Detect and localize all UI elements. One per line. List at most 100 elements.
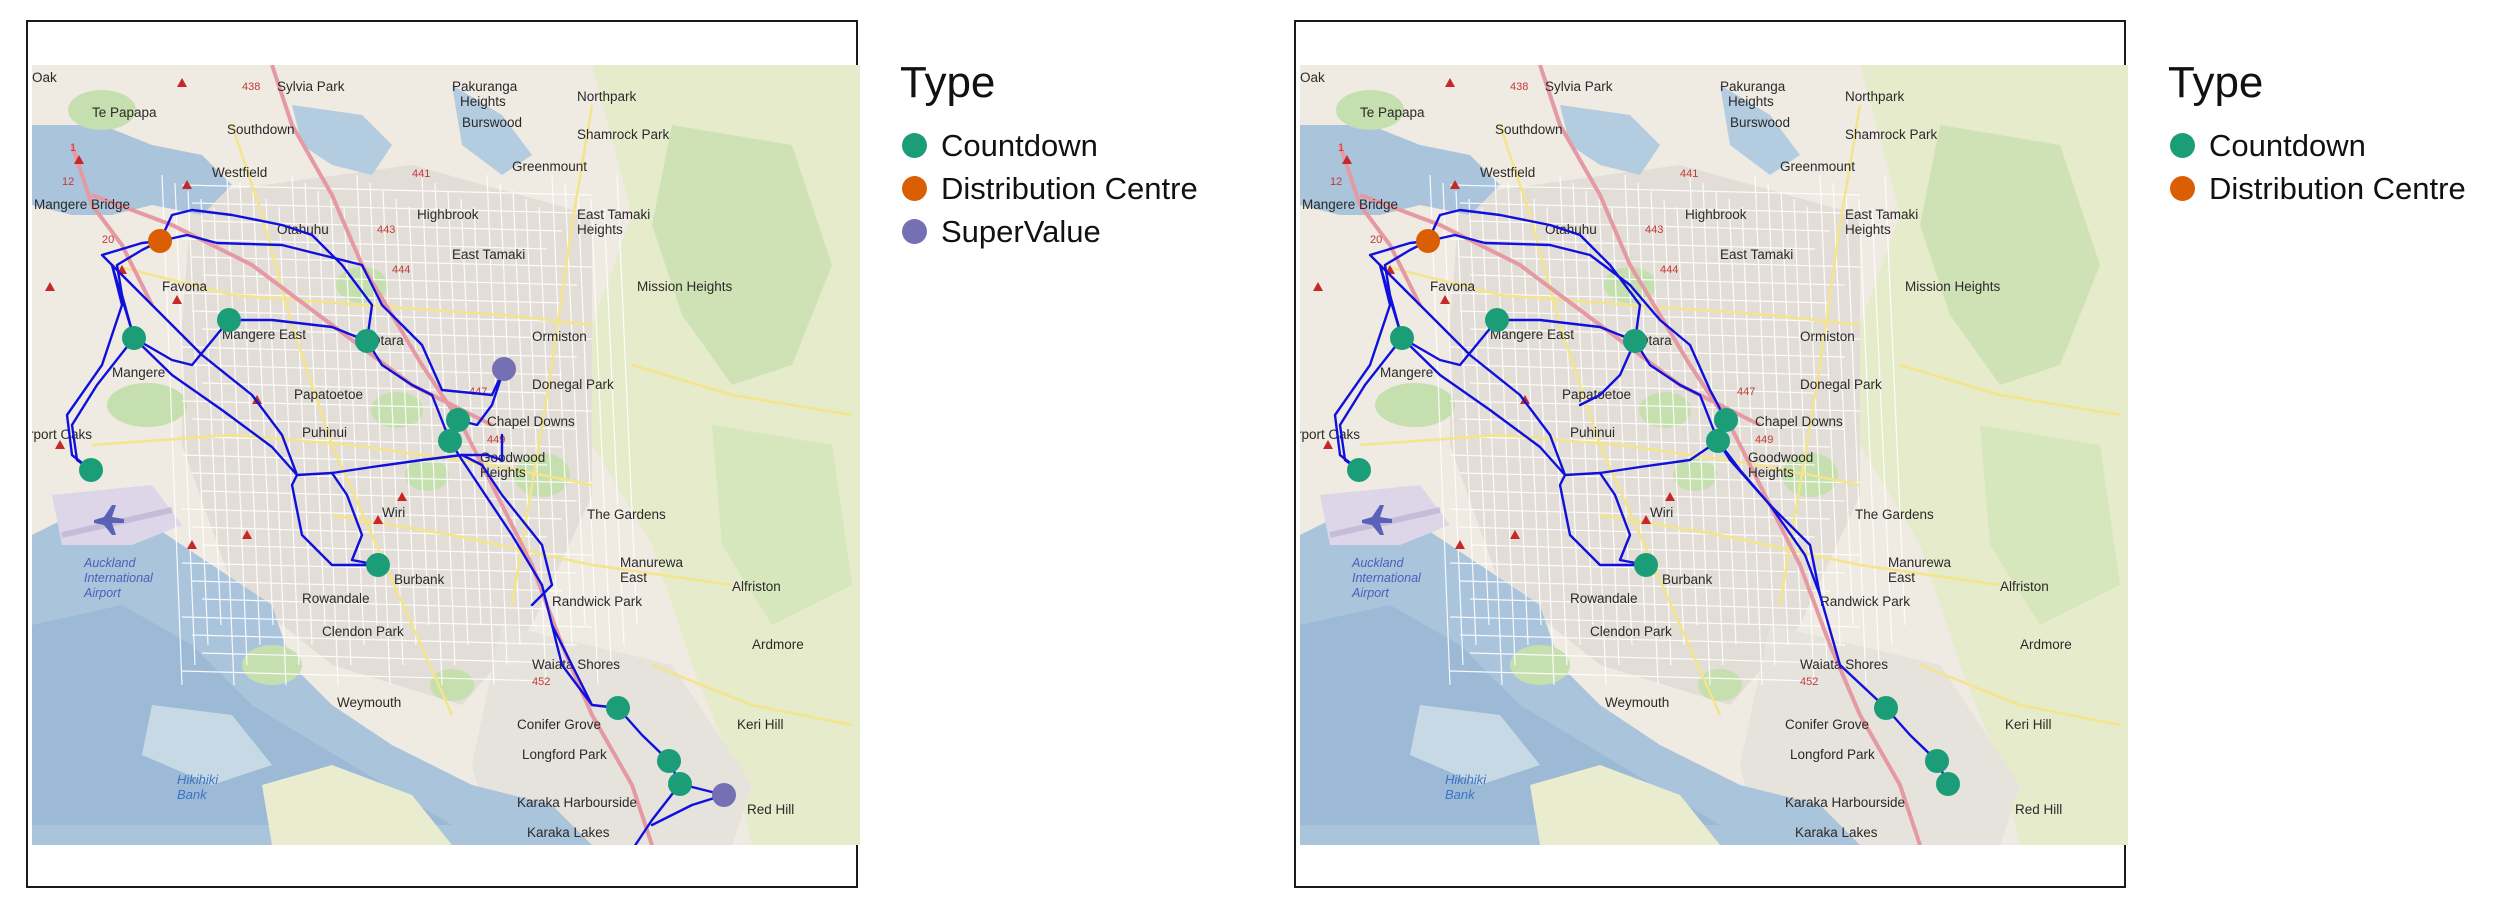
legend-item-supervalue: SuperValue [900,210,1198,253]
store-marker-countdown [1485,308,1509,332]
route-line [227,318,369,343]
school-marker [1510,530,1520,539]
route-line [1383,239,1430,340]
place-label: Sylvia Park [1545,79,1613,94]
place-label: Randwick Park [552,594,642,609]
place-label: Ardmore [752,637,804,652]
place-label: Red Hill [747,802,794,817]
minor-street [174,182,196,666]
arterial-road [1899,363,2121,417]
school-marker [74,155,84,164]
place-label-line: Goodwood [480,450,545,465]
park-area [1673,459,1717,491]
place-label: Longford Park [522,747,607,762]
legend-label-distribution-centre: Distribution Centre [941,170,1198,206]
minor-street [200,198,222,626]
route-line [1633,339,1720,443]
school-marker [1665,492,1675,501]
school-marker [1342,155,1352,164]
store-marker-countdown [217,308,241,332]
arterial-road [1778,104,1862,606]
highway-label: 443 [1645,224,1663,236]
farmland-patch [1980,425,2120,625]
place-label: Alfriston [732,579,781,594]
minor-street [1637,182,1659,686]
place-label: Papatoetoe [294,387,363,402]
minor-street [1442,182,1464,666]
minor-street [191,472,593,484]
route-line [158,208,374,343]
place-label: Puhinui [1570,425,1615,440]
place-label: Mangere Bridge [34,197,130,212]
store-marker-countdown [1390,326,1414,350]
map-panel-right: 438 1 441 443 444 20 447 449 452 12 Sylvia Park Pak… [1268,0,2500,900]
minor-street [1598,198,1620,666]
route-line [1558,473,1648,567]
minor-street [1858,198,1880,666]
place-label: Puhinui [302,425,347,440]
place-label: Otara [1638,333,1672,348]
minor-street [1754,174,1776,666]
tamaki-estuary [1560,105,1660,175]
park-area [1698,669,1742,701]
route-line [1426,233,1728,422]
minor-street [486,174,508,666]
place-label: Randwick Park [1820,594,1910,609]
place-label: Karaka Harbourside [1785,795,1905,810]
minor-street [1459,364,1831,376]
store-marker-dc [148,229,172,253]
store-marker-countdown [1714,408,1738,432]
legend-item-distribution-centre: Distribution Centre [900,167,1198,210]
place-label: Donegal Park [1800,377,1882,392]
legend-key-countdown [2170,133,2195,158]
place-label: Oak [32,70,57,85]
store-marker-countdown [1936,772,1960,796]
place-label-line: Hikihiki [177,772,219,787]
place-label-line: Airport [1351,586,1389,600]
place-label: Clendon Park [322,624,404,639]
highway-label: 12 [62,176,74,188]
place-label: East Tamaki [1720,247,1793,262]
place-label: Karaka Lakes [1795,825,1878,840]
minor-street [181,292,563,304]
legend-label-distribution-centre: Distribution Centre [2209,170,2466,206]
place-label: Otahuhu [1545,222,1597,237]
place-label-line: Goodwood [1748,450,1813,465]
place-label: Alfriston [2000,579,2049,594]
delivery-routes [1333,208,1950,786]
route-line [132,336,464,477]
place-label: Favona [1430,279,1476,294]
hikihiki-bank-shoal [142,705,272,785]
minor-street [499,182,521,646]
route-line [1598,471,1648,567]
place-label: Rowandale [302,591,370,606]
minor-street [181,508,563,520]
place-label: Southdown [1495,122,1563,137]
minor-street [369,182,391,686]
park-area [1336,90,1404,130]
store-marker-countdown [1874,696,1898,720]
place-label: Burswood [1730,115,1790,130]
place-label: Sylvia Park [277,79,345,94]
legend: Type Countdown Distribution Centre Super… [900,58,1198,253]
route-line [550,623,594,707]
highway-label: 1 [1338,142,1344,154]
minor-street [1459,472,1861,484]
legend-key-distribution-centre [902,176,927,201]
place-label: Keri Hill [2005,717,2052,732]
route-line [1716,439,1822,597]
minor-street [577,190,599,686]
minor-street [1459,580,1831,592]
arterial-roads [91,104,853,727]
place-label: Conifer Grove [517,717,601,732]
store-marker-countdown [438,429,462,453]
place-label: Clendon Park [1590,624,1672,639]
place-label: Manurewa East [1888,555,1952,585]
minor-street [1449,184,1861,196]
place-label: Chapel Downs [1755,414,1843,429]
place-label: Ormiston [1800,329,1855,344]
minor-street [191,202,578,214]
minor-street [181,616,593,628]
minor-street [1459,256,1861,268]
route-line [158,233,506,397]
